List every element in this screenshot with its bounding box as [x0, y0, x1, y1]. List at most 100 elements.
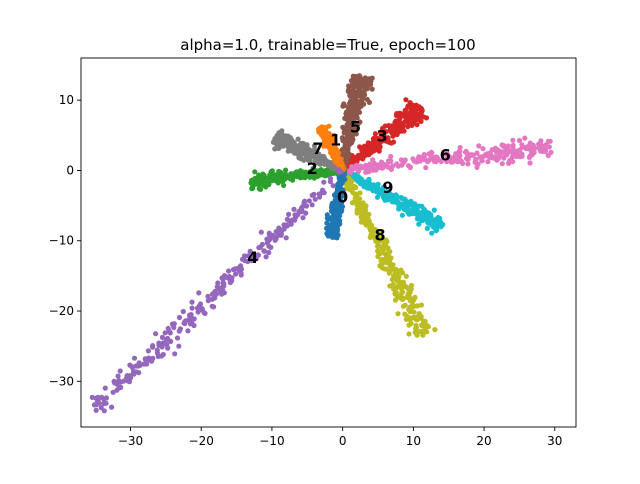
- series-cluster-9: [340, 164, 446, 236]
- cluster-9-point: [416, 214, 422, 220]
- cluster-5-point: [361, 83, 367, 89]
- cluster-4-point: [238, 263, 244, 269]
- cluster-8-point: [344, 185, 350, 191]
- cluster-9-point: [374, 194, 381, 200]
- cluster-4-point: [300, 215, 306, 221]
- cluster-label-9: 9: [382, 178, 393, 197]
- cluster-4-point: [212, 291, 218, 297]
- cluster-4-point: [284, 216, 290, 222]
- cluster-3-point: [416, 104, 422, 110]
- cluster-6-point: [492, 155, 498, 162]
- cluster-label-7: 7: [312, 139, 323, 158]
- cluster-4-point: [158, 353, 165, 359]
- cluster-8-point: [356, 199, 362, 205]
- cluster-6-point: [500, 143, 506, 149]
- cluster-8-point: [400, 283, 406, 289]
- cluster-8-point: [356, 205, 362, 211]
- cluster-2-point: [250, 182, 256, 189]
- cluster-4-point: [99, 394, 105, 400]
- cluster-8-point: [381, 242, 387, 248]
- cluster-5-point: [364, 96, 370, 103]
- cluster-4-point: [187, 321, 193, 327]
- cluster-3-point: [396, 128, 402, 135]
- cluster-8-point: [408, 320, 414, 326]
- cluster-6-point: [476, 143, 482, 149]
- cluster-6-point: [450, 158, 456, 164]
- cluster-3-point: [393, 112, 399, 118]
- cluster-4-point: [303, 210, 309, 216]
- cluster-4-point: [205, 293, 211, 299]
- cluster-6-point: [509, 148, 515, 154]
- cluster-8-point: [362, 208, 369, 214]
- x-tick-label: −10: [259, 434, 284, 448]
- cluster-4-point: [295, 211, 301, 218]
- cluster-5-point: [352, 79, 358, 85]
- cluster-4-point: [176, 314, 183, 321]
- cluster-2-point: [257, 186, 264, 192]
- cluster-8-point: [384, 239, 390, 245]
- cluster-5-point: [353, 109, 359, 115]
- cluster-7-point: [300, 140, 306, 146]
- cluster-1-point: [327, 135, 333, 141]
- cluster-4-point: [172, 351, 178, 357]
- cluster-4-point: [261, 248, 267, 254]
- cluster-0-point: [340, 189, 346, 195]
- cluster-3-point: [370, 141, 377, 147]
- cluster-6-point: [527, 160, 533, 166]
- series-cluster-7: [270, 128, 346, 175]
- cluster-2-point: [288, 171, 294, 177]
- cluster-label-8: 8: [375, 226, 386, 245]
- cluster-2-point: [325, 169, 331, 175]
- cluster-5-point: [354, 121, 360, 127]
- cluster-6-point: [394, 161, 400, 167]
- cluster-6-point: [516, 137, 523, 144]
- cluster-4-point: [160, 340, 166, 346]
- cluster-4-point: [209, 296, 215, 302]
- cluster-3-point: [378, 131, 384, 137]
- cluster-5-point: [345, 106, 352, 112]
- cluster-2-point: [281, 182, 287, 188]
- cluster-3-point: [373, 136, 379, 142]
- cluster-7-point: [283, 141, 289, 148]
- cluster-4-point: [180, 308, 186, 315]
- cluster-9-point: [395, 199, 401, 205]
- cluster-8-point: [411, 309, 417, 315]
- cluster-4-point: [131, 355, 138, 361]
- cluster-8-point: [369, 225, 375, 231]
- cluster-4-point: [291, 206, 297, 212]
- cluster-5-point: [356, 79, 362, 85]
- cluster-3-point: [390, 139, 397, 145]
- cluster-0-point: [324, 225, 330, 231]
- cluster-5-point: [347, 118, 353, 124]
- cluster-6-point: [489, 147, 495, 153]
- cluster-2-point: [252, 169, 258, 175]
- cluster-4-point: [118, 384, 124, 390]
- cluster-4-point: [306, 198, 312, 204]
- cluster-9-point: [400, 202, 406, 208]
- cluster-6-point: [507, 157, 513, 164]
- cluster-7-point: [295, 136, 301, 142]
- cluster-4-point: [300, 204, 306, 210]
- cluster-4-point: [336, 167, 342, 173]
- cluster-1-point: [330, 146, 336, 152]
- cluster-6-point: [522, 135, 528, 141]
- cluster-8-point: [394, 276, 400, 282]
- cluster-4-point: [303, 203, 310, 209]
- cluster-6-point: [536, 141, 542, 147]
- cluster-4-point: [169, 321, 175, 327]
- cluster-5-point: [348, 83, 354, 89]
- x-tick-label: 0: [339, 434, 347, 448]
- cluster-3-point: [414, 122, 420, 128]
- x-tick-label: 10: [406, 434, 421, 448]
- cluster-4-point: [230, 267, 237, 273]
- cluster-9-point: [428, 217, 434, 224]
- cluster-9-point: [382, 192, 388, 198]
- cluster-9-point: [416, 203, 422, 209]
- cluster-8-point: [382, 251, 388, 257]
- cluster-6-point: [509, 154, 515, 160]
- cluster-3-point: [371, 146, 378, 152]
- cluster-4-point: [137, 362, 143, 368]
- cluster-2-point: [303, 171, 309, 177]
- cluster-3-point: [404, 117, 410, 123]
- cluster-6-point: [485, 151, 491, 157]
